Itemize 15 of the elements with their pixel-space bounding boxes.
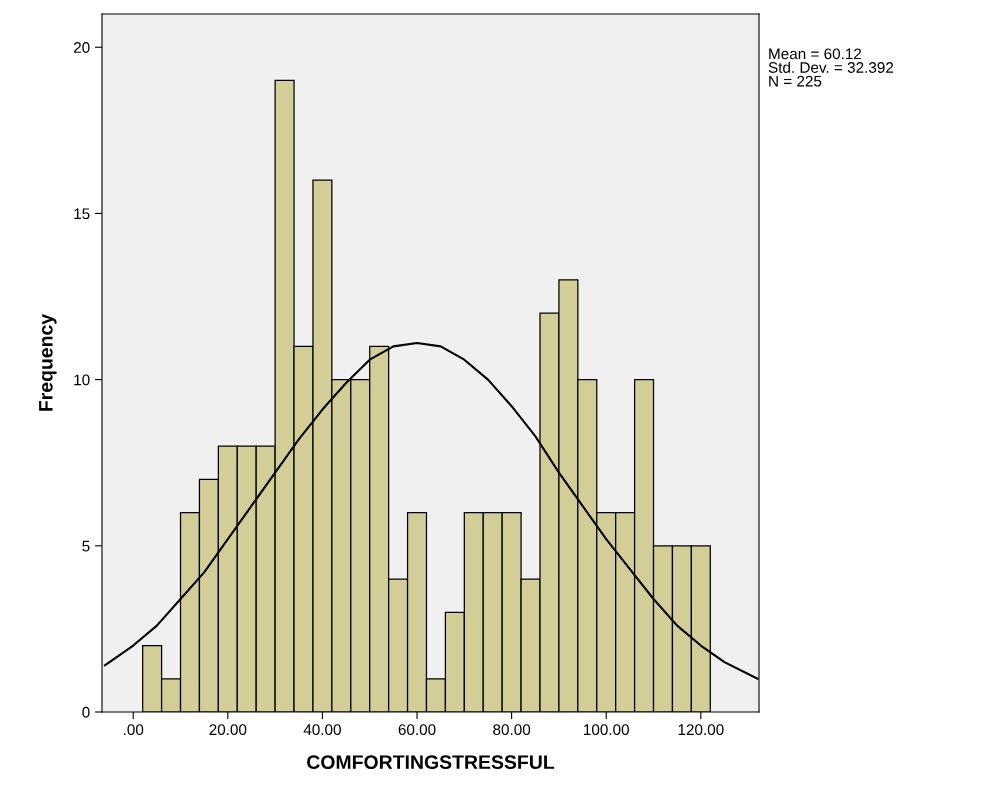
x-tick-label: 80.00	[493, 724, 531, 736]
y-tick-label: 15	[74, 208, 90, 220]
y-tick-label: 20	[73, 42, 90, 53]
x-axis-title: COMFORTINGSTRESSFUL	[307, 755, 555, 769]
x-tick-label: 40.00	[303, 724, 341, 736]
x-tick-label: 100.00	[584, 724, 629, 736]
x-tick-label: 120.00	[678, 724, 724, 736]
y-tick-label: 10	[74, 374, 90, 386]
text: Mean = 60.12 Std. Dev. = 32.392 N = 225	[768, 48, 894, 87]
y-axis-title: Frequency	[39, 313, 57, 411]
x-tick-label: 20.00	[209, 724, 247, 736]
y-tick-label: 0	[82, 706, 90, 718]
y-tick-label: 5	[82, 540, 90, 552]
x-tick-label: .00	[123, 724, 144, 736]
x-tick-label: 60.00	[398, 724, 436, 736]
